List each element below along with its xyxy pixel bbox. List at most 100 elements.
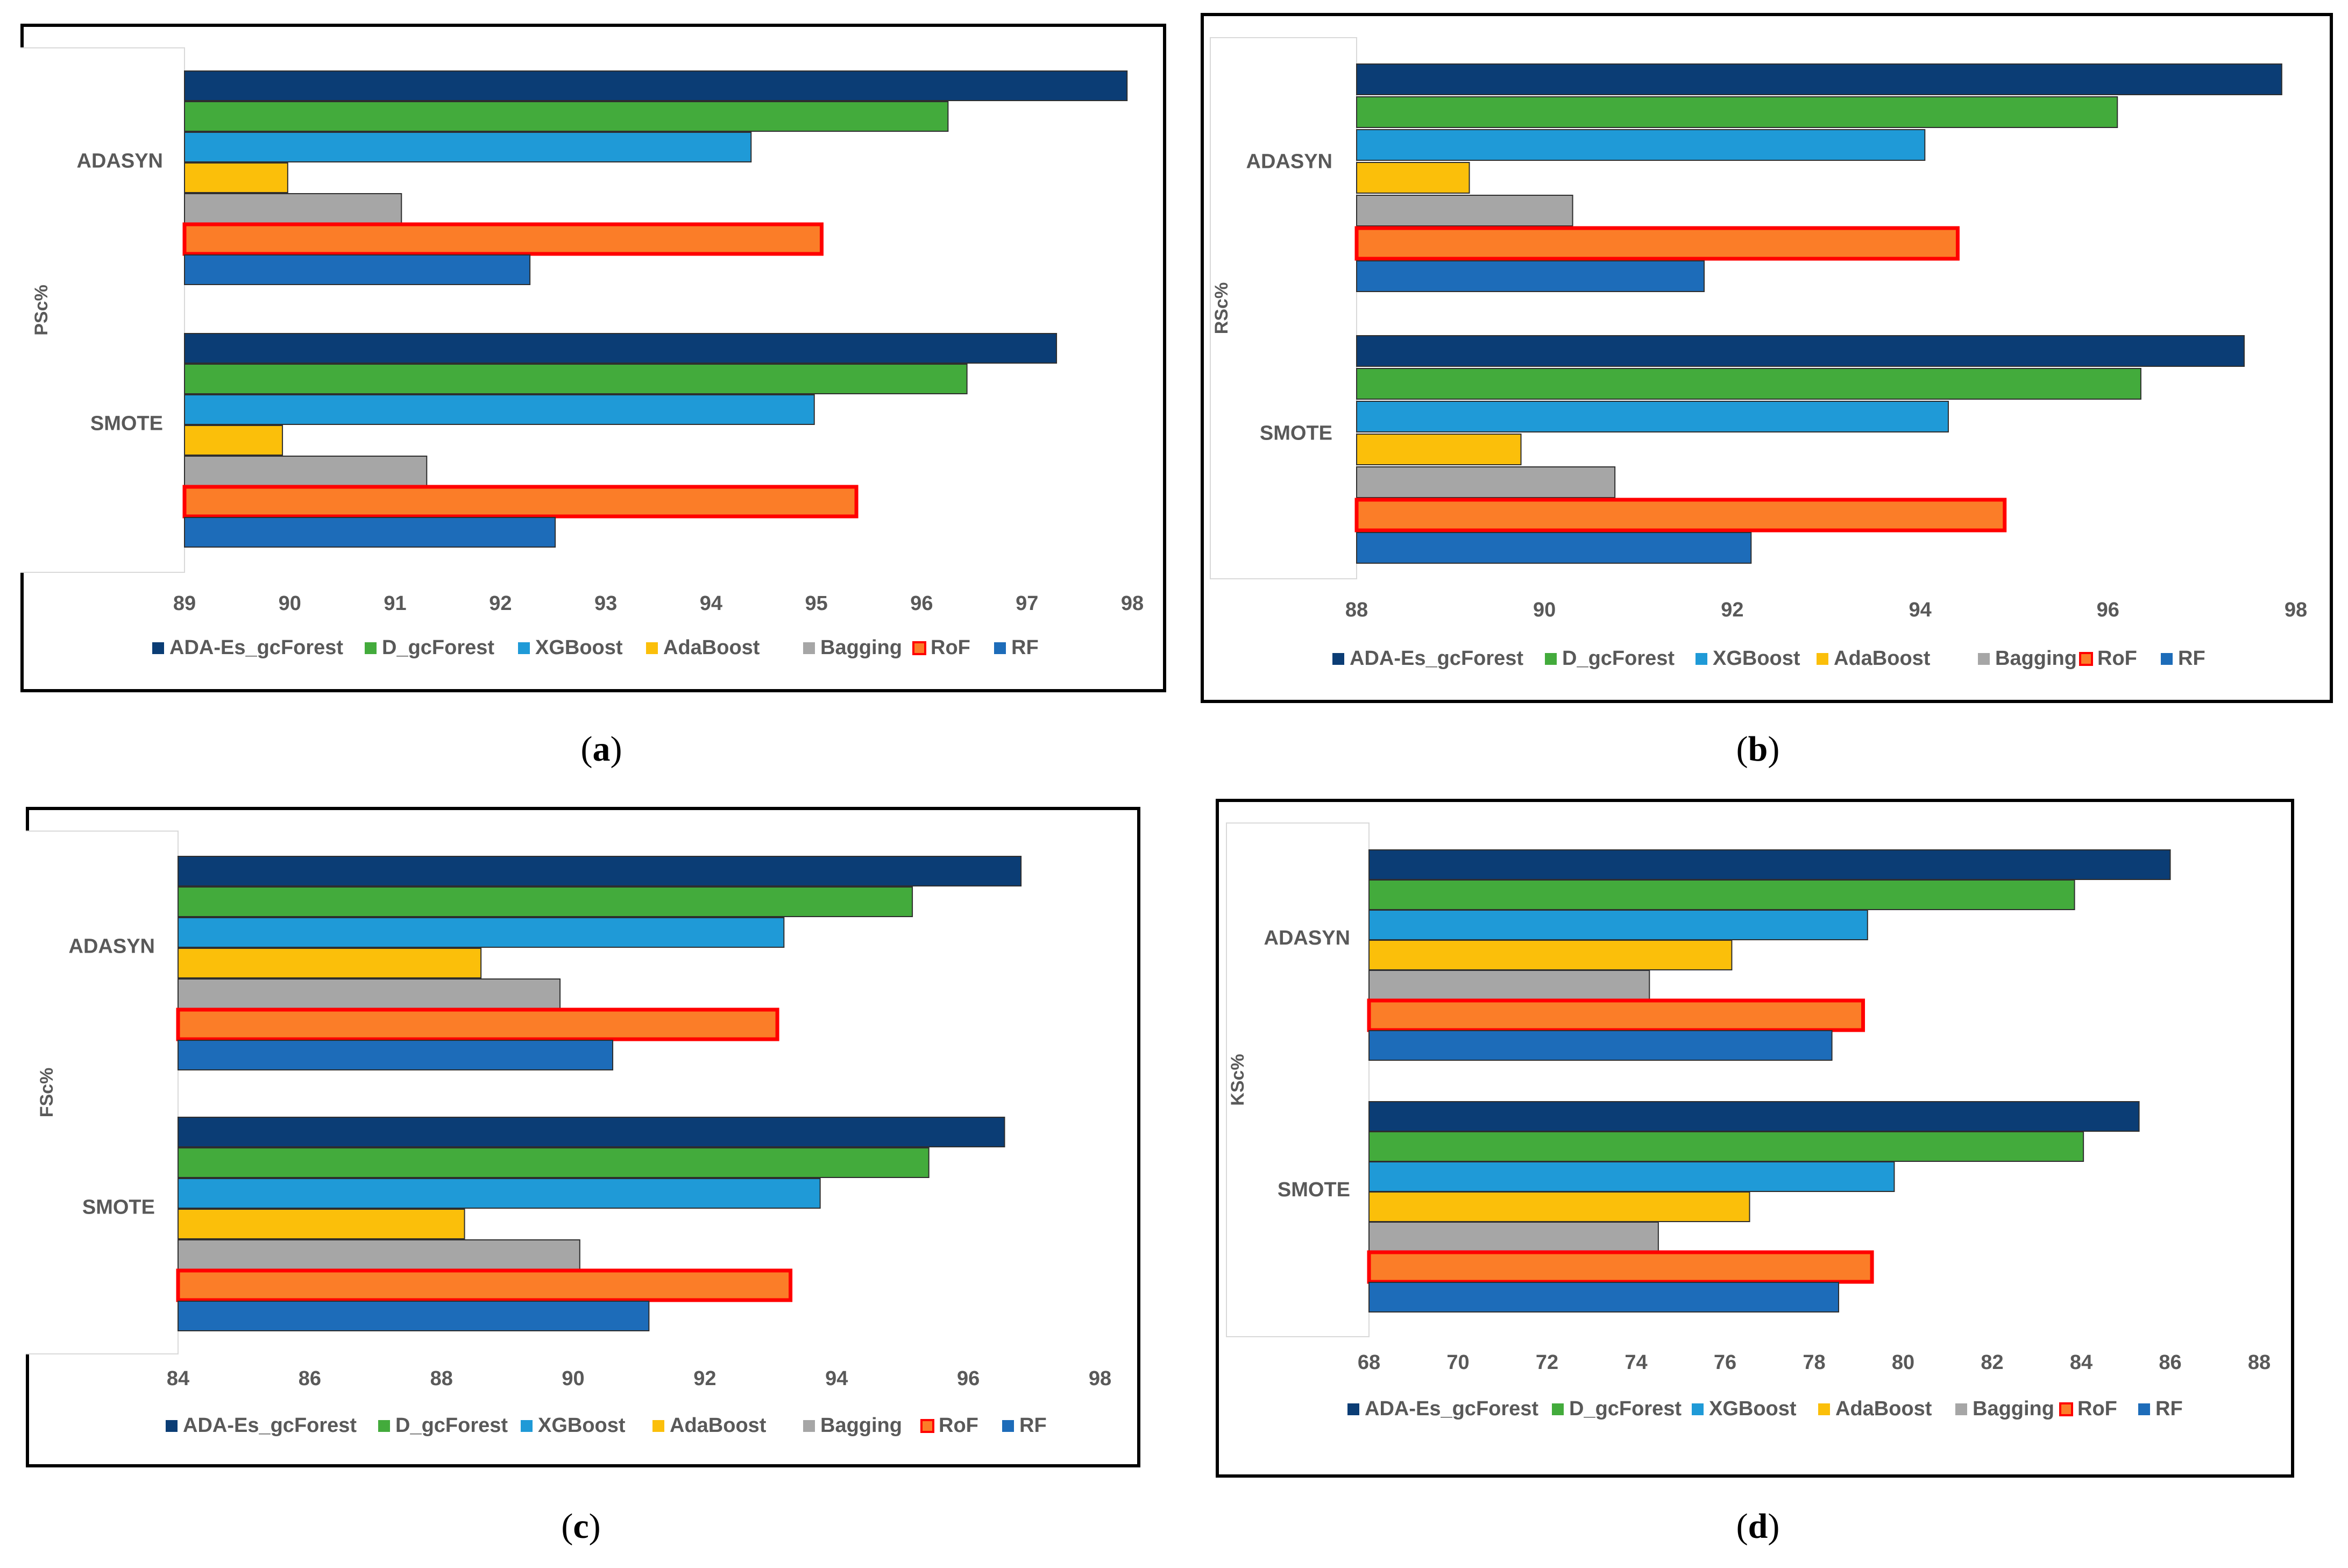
legend-swatch-c-rf (1002, 1420, 1014, 1432)
legend-swatch-d-rof (2059, 1402, 2073, 1416)
bar-b-smote-adaboost (1356, 434, 1522, 465)
bar-a-smote-ada-es-gcforest (184, 333, 1058, 364)
legend-label-d-ada-es-gcforest: ADA-Es_gcForest (1365, 1397, 1538, 1420)
bar-a-adasyn-rof (182, 222, 824, 256)
bar-b-smote-d-gcforest (1356, 368, 2141, 400)
bar-c-smote-ada-es-gcforest (178, 1117, 1005, 1147)
legend-swatch-b-adaboost (1817, 653, 1828, 665)
x-tick-d-82: 82 (1981, 1351, 2003, 1374)
y-axis-label-a: PSc% (31, 285, 52, 336)
bar-b-adasyn-adaboost (1356, 162, 1470, 194)
bar-d-smote-xgboost (1368, 1161, 1895, 1192)
legend-swatch-c-adaboost (652, 1420, 664, 1432)
bar-d-adasyn-rf (1368, 1030, 1833, 1061)
bar-d-smote-bagging (1368, 1222, 1659, 1252)
bar-d-adasyn-xgboost (1368, 910, 1868, 940)
bar-a-adasyn-ada-es-gcforest (184, 70, 1128, 101)
x-tick-c-96: 96 (957, 1367, 980, 1390)
category-label-d-smote: SMOTE (1278, 1179, 1350, 1201)
legend-swatch-b-ada-es-gcforest (1332, 653, 1344, 665)
bar-a-adasyn-bagging (184, 193, 402, 224)
y-axis-label-c: FSc% (37, 1068, 57, 1118)
legend-swatch-d-xgboost (1692, 1403, 1704, 1415)
panel-c-chart: FSc% ADASYN SMOTE 84 86 88 90 92 94 96 98 ADA-Es_gc… (26, 831, 1111, 1437)
legend-swatch-a-adaboost (646, 642, 658, 654)
bar-c-adasyn-rof (176, 1008, 779, 1041)
legend-label-b-adaboost: AdaBoost (1834, 647, 1931, 670)
legend-swatch-b-bagging (1978, 653, 1990, 665)
bar-b-adasyn-rof (1354, 226, 1960, 261)
x-tick-a-93: 93 (594, 592, 617, 615)
bar-b-adasyn-bagging (1356, 195, 1573, 226)
bar-d-smote-rof (1367, 1250, 1874, 1284)
bar-d-adasyn-rof (1367, 998, 1865, 1032)
bar-c-adasyn-xgboost (178, 917, 785, 948)
legend-label-b-ada-es-gcforest: ADA-Es_gcForest (1350, 647, 1523, 670)
legend-swatch-a-rf (994, 642, 1006, 654)
panel-d-chart: KSc% ADASYN SMOTE 68 70 72 74 76 78 80 82 84 86 88 ADA… (1226, 822, 2271, 1420)
x-tick-b-88: 88 (1345, 599, 1368, 621)
category-panel-c (26, 831, 179, 1354)
bar-b-smote-xgboost (1356, 401, 1949, 432)
caption-a: (a) (580, 729, 622, 769)
x-tick-a-97: 97 (1016, 592, 1038, 615)
x-tick-c-88: 88 (430, 1367, 453, 1390)
bar-c-smote-rof (176, 1268, 793, 1302)
legend-label-b-d-gcforest: D_gcForest (1562, 647, 1675, 670)
bar-b-smote-bagging (1356, 466, 1616, 498)
category-label-c-smote: SMOTE (82, 1196, 155, 1219)
bar-d-smote-ada-es-gcforest (1368, 1101, 2140, 1132)
bar-c-smote-rf (178, 1301, 650, 1331)
bar-a-adasyn-xgboost (184, 132, 752, 162)
y-axis-label-b: RSc% (1211, 282, 1232, 334)
legend-swatch-d-d-gcforest (1552, 1403, 1564, 1415)
category-label-c-adasyn: ADASYN (69, 935, 155, 958)
panel-b-chart: RSc% ADASYN SMOTE 88 90 92 94 96 98 ADA-Es_gcFore… (1210, 37, 2307, 670)
bar-b-smote-ada-es-gcforest (1356, 335, 2245, 367)
legend-label-b-xgboost: XGBoost (1713, 647, 1800, 670)
legend-label-d-d-gcforest: D_gcForest (1569, 1397, 1682, 1420)
legend-label-d-rof: RoF (2077, 1397, 2117, 1420)
legend-swatch-a-rof (912, 641, 926, 655)
x-tick-a-95: 95 (805, 592, 828, 615)
legend-swatch-d-bagging (1955, 1403, 1967, 1415)
legend-label-a-rf: RF (1011, 636, 1039, 659)
x-tick-a-94: 94 (700, 592, 722, 615)
bar-a-smote-xgboost (184, 394, 815, 425)
legend-label-d-adaboost: AdaBoost (1835, 1397, 1932, 1420)
legend-swatch-c-bagging (803, 1420, 815, 1432)
legend-label-a-ada-es-gcforest: ADA-Es_gcForest (169, 636, 343, 659)
legend-label-a-d-gcforest: D_gcForest (382, 636, 494, 659)
x-tick-b-92: 92 (1721, 599, 1743, 621)
bar-a-smote-rof (182, 485, 859, 519)
legend-swatch-b-xgboost (1696, 653, 1707, 665)
x-tick-d-74: 74 (1625, 1351, 1647, 1374)
bar-b-smote-rof (1354, 498, 2007, 533)
bar-d-smote-d-gcforest (1368, 1131, 2084, 1162)
legend-label-c-bagging: Bagging (820, 1414, 902, 1437)
x-tick-d-72: 72 (1536, 1351, 1558, 1374)
x-tick-d-86: 86 (2159, 1351, 2181, 1374)
legend-label-c-adaboost: AdaBoost (670, 1414, 767, 1437)
bar-a-smote-d-gcforest (184, 364, 968, 394)
bar-b-adasyn-rf (1356, 260, 1705, 292)
bar-b-adasyn-xgboost (1356, 129, 1926, 161)
bar-a-adasyn-rf (184, 254, 531, 285)
legend-swatch-a-xgboost (518, 642, 530, 654)
bar-c-smote-xgboost (178, 1178, 821, 1209)
category-label-b-adasyn: ADASYN (1246, 151, 1332, 173)
bar-a-smote-adaboost (184, 425, 283, 456)
legend-label-d-xgboost: XGBoost (1709, 1397, 1797, 1420)
x-tick-d-84: 84 (2070, 1351, 2092, 1374)
legend-swatch-c-xgboost (521, 1420, 533, 1432)
bar-a-adasyn-d-gcforest (184, 101, 949, 132)
bar-c-adasyn-adaboost (178, 948, 482, 978)
x-tick-c-98: 98 (1089, 1367, 1111, 1390)
legend-swatch-d-rf (2138, 1403, 2150, 1415)
bar-d-adasyn-d-gcforest (1368, 879, 2075, 910)
legend-label-d-rf: RF (2155, 1397, 2183, 1420)
legend-swatch-c-rof (920, 1419, 934, 1433)
bar-d-adasyn-bagging (1368, 970, 1650, 1001)
bar-c-adasyn-ada-es-gcforest (178, 856, 1022, 886)
bar-c-smote-bagging (178, 1239, 580, 1270)
